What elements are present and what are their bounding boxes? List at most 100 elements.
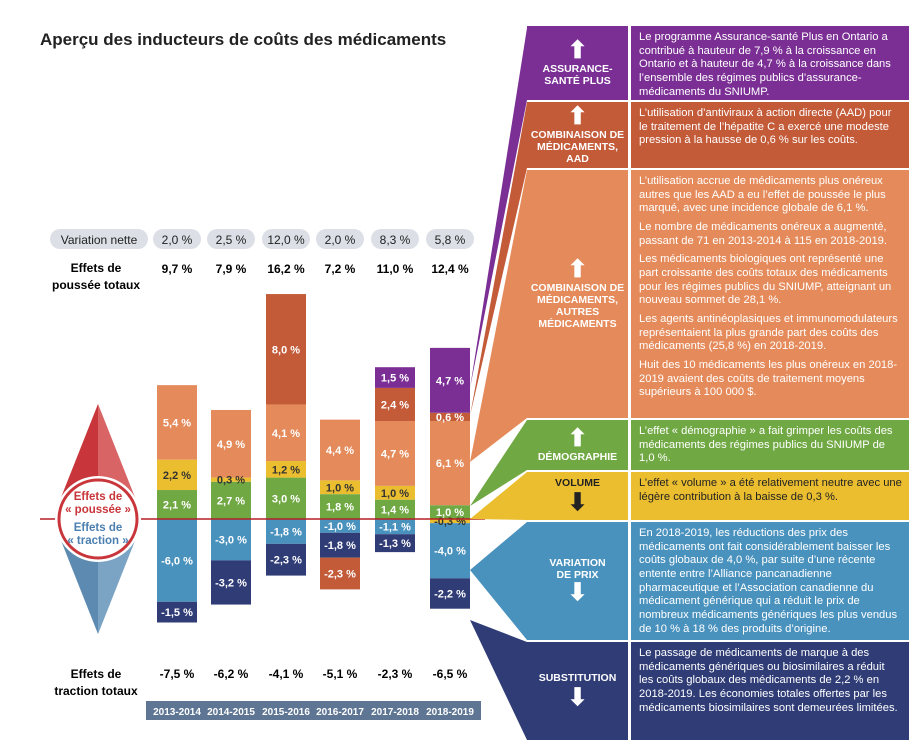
segment-label: -2,3 % [324, 569, 356, 581]
push-arrow-shade [98, 404, 136, 500]
bar-segment [320, 519, 360, 533]
net-change-pill [207, 229, 255, 249]
connector-wedge [470, 28, 527, 388]
bar-segment [320, 532, 360, 558]
bar-segment [375, 534, 415, 553]
segment-label: -3,0 % [215, 535, 247, 547]
panel-category-label: DÉMOGRAPHIE [537, 450, 618, 463]
pull-total-value: -6,2 % [214, 667, 249, 681]
bar-segment [375, 485, 415, 500]
net-change-pill [153, 229, 201, 249]
bar-segment [211, 477, 251, 482]
segment-label: 0,3 % [217, 475, 245, 487]
arrow-down-icon: ⬇ [567, 579, 588, 607]
bar-segment [375, 499, 415, 519]
segment-label: 4,7 % [381, 448, 409, 460]
arrow-up-icon: ⬆ [567, 255, 588, 283]
push-total-value: 7,9 % [216, 262, 247, 276]
connector-wedge [470, 620, 527, 740]
bar-segment [430, 421, 470, 506]
connector-wedge [470, 522, 527, 640]
segment-label: 4,1 % [272, 428, 300, 440]
panel-category-label: SUBSTITUTION [538, 671, 617, 684]
year-label: 2018-2019 [426, 707, 474, 718]
badge-circle [55, 476, 141, 562]
bar-segment [211, 560, 251, 605]
panel-paragraph: Le nombre de médicaments onéreux a augme… [639, 220, 887, 247]
year-label: 2014-2015 [207, 707, 255, 718]
panel-category-label: VOLUME [555, 476, 600, 489]
year-label: 2016-2017 [316, 707, 364, 718]
bar-segment [157, 601, 197, 623]
net-change-label-pill [50, 229, 148, 249]
pull-arrow-shade [98, 538, 136, 634]
bar-segment [157, 490, 197, 519]
net-change-pill [426, 229, 474, 249]
panel-description-demo: L’effet « démographie » a fait grimper l… [631, 420, 909, 470]
bar-segment [320, 494, 360, 519]
bar-segment [211, 519, 251, 561]
panel-paragraph: L’utilisation d’antiviraux à action dire… [639, 107, 892, 147]
bar-segment [211, 481, 251, 519]
arrow-up-icon: ⬆ [567, 102, 588, 130]
panel-paragraph: L’utilisation accrue de médicaments plus… [639, 175, 886, 215]
segment-label: 2,1 % [163, 500, 191, 512]
segment-label: 1,0 % [436, 507, 464, 519]
segment-label: 4,7 % [436, 375, 464, 387]
arrow-down-icon: ⬇ [567, 489, 588, 517]
badge-pull-text: « traction » [67, 535, 128, 547]
bar-segment [320, 480, 360, 495]
pull-total-label: Effets de [71, 667, 122, 681]
year-axis-bar [146, 701, 481, 720]
push-total-value: 11,0 % [377, 262, 414, 276]
panel-description-volume: L’effet « volume » a été relativement ne… [631, 472, 909, 520]
bar-segment [430, 412, 470, 422]
segment-label: 8,0 % [272, 344, 300, 356]
pull-total-value: -4,1 % [269, 667, 304, 681]
pull-total-value: -7,5 % [160, 667, 195, 681]
panel-category-label: ASSURANCE- SANTÉ PLUS [542, 62, 613, 87]
panel-category-volume: VOLUME ⬇ [527, 472, 628, 520]
segment-label: -1,8 % [324, 540, 356, 552]
segment-label: -1,8 % [270, 526, 302, 538]
segment-label: 5,4 % [163, 417, 191, 429]
bar-segment [266, 519, 306, 544]
segment-label: 2,2 % [163, 470, 191, 482]
segment-label: -6,0 % [161, 555, 193, 567]
panel-description-autres: L’utilisation accrue de médicaments plus… [631, 170, 909, 418]
segment-label: 1,0 % [381, 488, 409, 500]
year-label: 2017-2018 [371, 707, 419, 718]
year-label: 2013-2014 [153, 707, 201, 718]
arrow-down-icon: ⬇ [567, 684, 588, 712]
bar-segment [157, 519, 197, 602]
segment-label: 0,6 % [436, 412, 464, 424]
push-total-value: 9,7 % [162, 262, 193, 276]
bar-segment [375, 421, 415, 486]
panel-category-prix: VARIATION DE PRIX ⬇ [527, 522, 628, 640]
panel-paragraph: Le passage de médicaments de marque à de… [639, 647, 898, 714]
pull-total-value: -2,3 % [378, 667, 413, 681]
panel-description-asp: Le programme Assurance-santé Plus en Ont… [631, 26, 909, 100]
connector-wedge [470, 420, 527, 506]
bar-segment [266, 477, 306, 519]
net-change-label: Variation nette [61, 233, 138, 247]
bar-segment [375, 367, 415, 388]
panel-description-prix: En 2018-2019, les réductions des prix de… [631, 522, 909, 640]
bar-segment [320, 557, 360, 590]
panel-paragraph: L’effet « démographie » a fait grimper l… [639, 425, 893, 465]
panel-paragraph: Les médicaments biologiques ont représen… [639, 253, 892, 307]
panel-paragraph: Le programme Assurance-santé Plus en Ont… [639, 31, 891, 98]
panel-category-subst: SUBSTITUTION ⬇ [527, 642, 628, 740]
bar-segment [430, 519, 470, 524]
net-change-pill [316, 229, 364, 249]
net-change-pill [262, 229, 310, 249]
segment-label: -2,2 % [434, 589, 466, 601]
bar-segment [430, 347, 470, 413]
bar-segment [430, 578, 470, 609]
bar-segment [266, 404, 306, 462]
net-change-pill [371, 229, 419, 249]
arrow-up-icon: ⬆ [567, 424, 588, 452]
segment-label: -4,0 % [434, 546, 466, 558]
net-change-value: 2,5 % [216, 233, 247, 247]
bar-segment [375, 387, 415, 422]
